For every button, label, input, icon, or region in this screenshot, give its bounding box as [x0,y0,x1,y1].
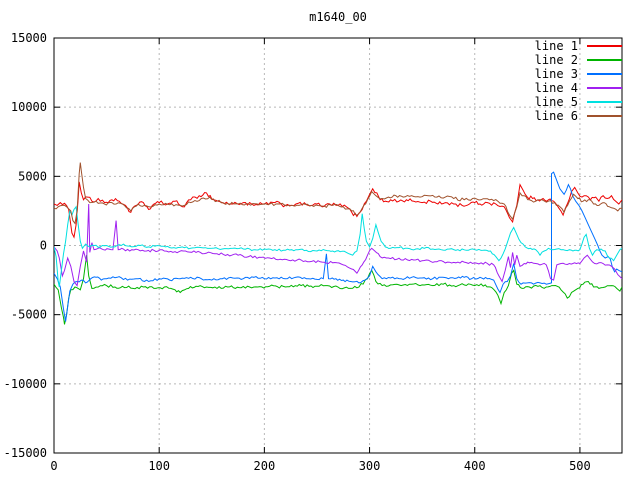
legend-line-sample [587,87,622,89]
y-tick-label: -10000 [4,377,47,391]
series-line-4 [54,203,622,287]
legend-label: line 1 [534,39,578,53]
legend-item: line 4 [535,81,622,95]
series-line-3 [54,171,622,322]
legend-line-sample [587,101,622,103]
y-tick-label: 0 [40,239,47,253]
y-tick-label: -15000 [4,446,47,460]
y-tick-label: 15000 [11,31,47,45]
legend-line-sample [587,115,622,117]
legend-label: line 6 [534,109,578,123]
legend-item: line 5 [535,95,622,109]
y-tick-label: 10000 [11,100,47,114]
legend-line-sample [587,45,622,47]
series-line-1 [54,181,622,239]
legend-line-sample [587,73,622,75]
series-line-6 [54,162,622,225]
legend-item: line 1 [535,39,622,53]
legend-item: line 6 [535,109,622,123]
legend-label: line 2 [534,53,578,67]
x-tick-label: 500 [569,459,591,473]
x-tick-label: 400 [464,459,486,473]
y-tick-label: 5000 [18,169,47,183]
legend: line 1 line 2 line 3 line 4 line 5 line 6 [535,39,622,123]
series-line-5 [54,205,622,288]
legend-label: line 5 [534,95,578,109]
legend-line-sample [587,59,622,61]
x-tick-label: 300 [359,459,381,473]
x-tick-label: 0 [50,459,57,473]
legend-item: line 3 [535,67,622,81]
legend-label: line 3 [534,67,578,81]
x-tick-label: 200 [254,459,276,473]
chart-title: m1640_00 [309,10,367,24]
legend-item: line 2 [535,53,622,67]
legend-label: line 4 [534,81,578,95]
x-tick-label: 100 [148,459,170,473]
series-line-2 [54,255,622,325]
y-tick-label: -5000 [11,308,47,322]
